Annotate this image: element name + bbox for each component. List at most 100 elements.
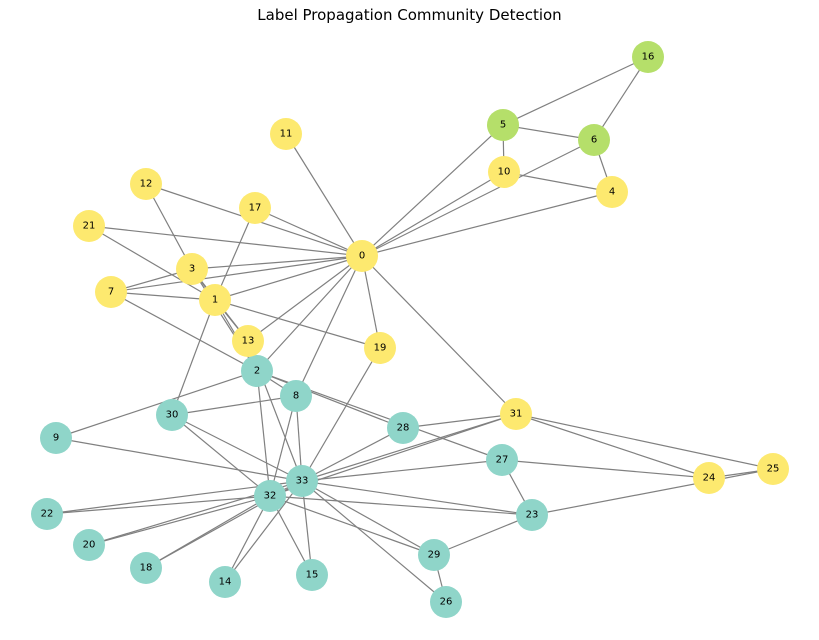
node-13: 13 <box>232 325 264 357</box>
edge-9-33 <box>55 437 303 482</box>
node-circle-19 <box>364 332 396 364</box>
node-circle-23 <box>516 499 548 531</box>
node-5: 5 <box>487 109 519 141</box>
node-8: 8 <box>280 380 312 412</box>
node-label-20: 20 <box>83 540 96 551</box>
node-label-4: 4 <box>609 187 615 198</box>
node-label-30: 30 <box>166 410 179 421</box>
node-15: 15 <box>296 559 328 591</box>
edge-30-33 <box>171 414 303 482</box>
node-circle-22 <box>31 498 63 530</box>
node-label-15: 15 <box>306 570 319 581</box>
node-11: 11 <box>270 118 302 150</box>
node-label-22: 22 <box>41 509 54 520</box>
node-23: 23 <box>516 499 548 531</box>
edge-2-9 <box>55 370 258 439</box>
edge-25-31 <box>515 413 774 470</box>
edge-19-33 <box>301 347 381 482</box>
node-29: 29 <box>418 539 450 571</box>
node-label-11: 11 <box>280 129 293 140</box>
node-circle-18 <box>130 552 162 584</box>
node-circle-2 <box>241 355 273 387</box>
node-4: 4 <box>596 176 628 208</box>
node-32: 32 <box>254 480 286 512</box>
node-label-6: 6 <box>591 135 597 146</box>
node-label-18: 18 <box>140 563 153 574</box>
edge-2-32 <box>256 370 271 497</box>
node-label-0: 0 <box>359 251 365 262</box>
edge-0-21 <box>88 225 363 257</box>
node-label-7: 7 <box>108 287 114 298</box>
edge-1-19 <box>214 299 381 349</box>
edge-0-11 <box>285 133 363 257</box>
node-19: 19 <box>364 332 396 364</box>
node-circle-10 <box>488 156 520 188</box>
node-label-33: 33 <box>296 476 309 487</box>
edge-0-2 <box>256 255 363 372</box>
node-circle-8 <box>280 380 312 412</box>
edge-4-10 <box>503 171 613 193</box>
node-31: 31 <box>500 398 532 430</box>
node-21: 21 <box>73 210 105 242</box>
edge-30-32 <box>171 414 271 497</box>
edge-23-33 <box>301 480 533 516</box>
edge-0-7 <box>110 255 363 293</box>
edge-31-33 <box>301 413 517 482</box>
edge-5-16 <box>502 56 649 126</box>
node-27: 27 <box>486 444 518 476</box>
node-label-14: 14 <box>219 577 232 588</box>
node-circle-0 <box>346 240 378 272</box>
edge-1-7 <box>110 291 216 301</box>
node-33: 33 <box>286 465 318 497</box>
edge-29-33 <box>301 480 435 556</box>
node-circle-29 <box>418 539 450 571</box>
node-label-21: 21 <box>83 221 96 232</box>
node-label-19: 19 <box>374 343 387 354</box>
edge-2-7 <box>110 291 258 372</box>
node-1: 1 <box>199 284 231 316</box>
edge-8-32 <box>269 395 297 497</box>
edge-0-1 <box>214 255 363 301</box>
node-label-3: 3 <box>189 264 195 275</box>
node-circle-15 <box>296 559 328 591</box>
node-label-28: 28 <box>397 423 410 434</box>
node-2: 2 <box>241 355 273 387</box>
node-28: 28 <box>387 412 419 444</box>
edge-6-16 <box>593 56 649 141</box>
node-label-12: 12 <box>140 179 153 190</box>
node-label-29: 29 <box>428 550 441 561</box>
edge-23-32 <box>269 495 533 516</box>
edge-0-8 <box>295 255 363 397</box>
edge-1-17 <box>214 207 256 301</box>
node-circle-12 <box>130 168 162 200</box>
node-label-27: 27 <box>496 455 509 466</box>
node-24: 24 <box>693 462 725 494</box>
node-label-23: 23 <box>526 510 539 521</box>
node-circle-1 <box>199 284 231 316</box>
node-label-17: 17 <box>249 203 262 214</box>
node-17: 17 <box>239 192 271 224</box>
edge-8-30 <box>171 395 297 416</box>
node-18: 18 <box>130 552 162 584</box>
edges-layer <box>46 56 774 603</box>
node-label-9: 9 <box>53 433 59 444</box>
node-circle-13 <box>232 325 264 357</box>
node-label-2: 2 <box>254 366 260 377</box>
node-circle-4 <box>596 176 628 208</box>
edge-26-33 <box>301 480 447 603</box>
node-label-32: 32 <box>264 491 277 502</box>
node-circle-20 <box>73 529 105 561</box>
node-label-31: 31 <box>510 409 523 420</box>
edge-0-31 <box>361 255 517 415</box>
edge-0-4 <box>361 191 613 257</box>
node-label-16: 16 <box>642 52 655 63</box>
edge-0-10 <box>361 171 505 257</box>
edge-29-32 <box>269 495 435 556</box>
node-circle-27 <box>486 444 518 476</box>
node-circle-14 <box>209 566 241 598</box>
edge-24-31 <box>515 413 710 479</box>
node-circle-9 <box>40 422 72 454</box>
edge-0-13 <box>247 255 363 342</box>
node-circle-30 <box>156 399 188 431</box>
